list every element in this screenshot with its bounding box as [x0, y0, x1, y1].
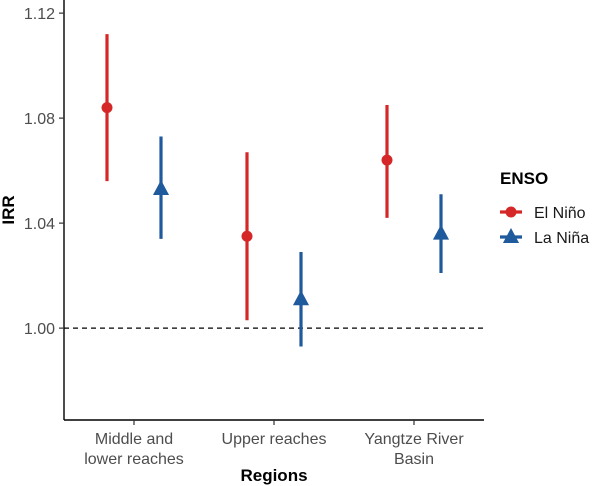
- x-axis-title: Regions: [240, 466, 307, 485]
- x-tick-label-line: Yangtze River: [364, 431, 464, 448]
- legend-label: El Niño: [534, 205, 586, 222]
- legend-title: ENSO: [500, 169, 548, 188]
- y-tick-label: 1.04: [24, 216, 55, 233]
- y-tick-label: 1.08: [24, 111, 55, 128]
- x-tick-label: Yangtze River Basin: [364, 431, 464, 468]
- series-1: [101, 34, 393, 321]
- point-marker: [292, 290, 310, 306]
- point-marker: [241, 230, 253, 242]
- legend-label: La Niña: [534, 230, 589, 247]
- legend-key-marker: [505, 206, 517, 218]
- y-tick-label: 1.00: [24, 321, 55, 338]
- x-tick-label: Upper reaches: [222, 431, 327, 448]
- x-tick-label-line: Upper reaches: [222, 431, 327, 448]
- legend-key: [500, 227, 522, 244]
- point-marker: [432, 224, 450, 240]
- series-2: [152, 136, 450, 347]
- x-tick-label-line: Middle and: [95, 431, 173, 448]
- point-marker: [101, 102, 113, 114]
- legend-key-marker: [502, 227, 520, 244]
- legend: ENSO El Niño La Niña: [500, 169, 589, 247]
- point-marker: [381, 154, 393, 166]
- x-tick-label-line: Basin: [394, 451, 434, 468]
- y-tick-label: 1.12: [24, 6, 55, 23]
- y-axis-title: IRR: [0, 195, 18, 224]
- plot-area: 1.00 1.04 1.08 1.12 Middle and lower reaches U…: [0, 0, 484, 485]
- x-tick-label: Middle and lower reaches: [84, 431, 184, 468]
- x-tick-label-line: lower reaches: [84, 451, 184, 468]
- point-marker: [152, 179, 170, 196]
- legend-key: [500, 206, 522, 218]
